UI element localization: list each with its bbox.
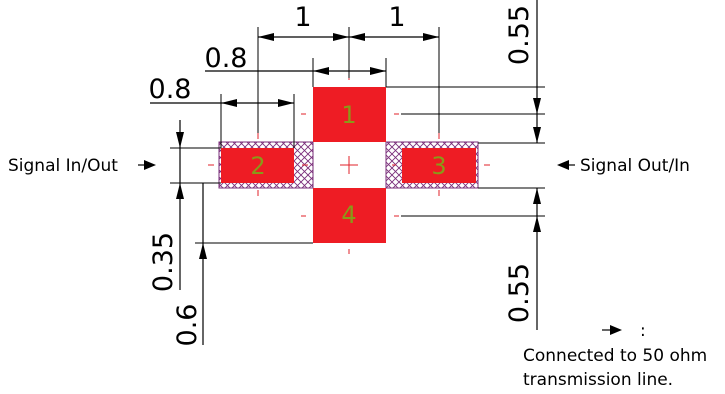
dim-bottom-offset-label: 0.55 <box>504 263 535 323</box>
pad-4-number: 4 <box>341 201 356 229</box>
dim-pad-height-label: 0.6 <box>172 304 203 347</box>
legend-line-2: transmission line. <box>523 370 673 390</box>
dim-height-left <box>170 120 313 345</box>
dim-pad-width-left <box>150 94 295 148</box>
dim-top-offset-label: 0.55 <box>504 5 535 65</box>
dim-pitch-right-label: 1 <box>388 2 405 33</box>
legend-arrow-icon <box>602 325 622 335</box>
dim-pad-width-top <box>205 58 387 87</box>
signal-right-label: Signal Out/In <box>580 156 690 176</box>
pad-3 <box>402 148 476 183</box>
dim-offset-right <box>386 0 545 330</box>
signal-left-label: Signal In/Out <box>8 156 118 176</box>
legend-colon: : <box>640 321 646 341</box>
pad-4 <box>313 188 386 243</box>
pad-2 <box>221 148 294 183</box>
dim-pad-width-top-label: 0.8 <box>205 43 248 74</box>
dim-pad-width-left-label: 0.8 <box>149 74 192 105</box>
pad-2-number: 2 <box>250 152 265 180</box>
pad-1 <box>313 87 386 142</box>
legend-line-1: Connected to 50 ohm <box>523 346 707 366</box>
signal-left-arrow <box>138 160 156 170</box>
signal-right-arrow <box>557 160 575 170</box>
pad-1-number: 1 <box>341 101 356 129</box>
dim-trace-width-label: 0.35 <box>148 232 179 292</box>
pad-3-number: 3 <box>431 152 446 180</box>
dim-pitch <box>257 27 440 133</box>
dim-pitch-left-label: 1 <box>294 2 311 33</box>
